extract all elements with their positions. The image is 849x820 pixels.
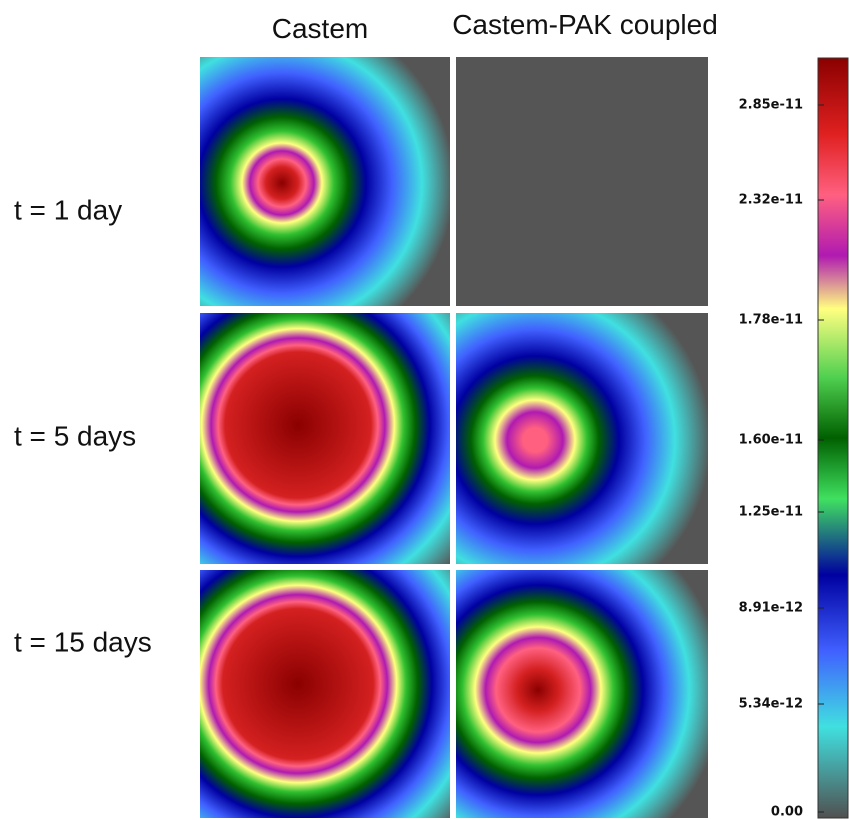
colorbar-tick-label: 8.91e-12 <box>739 601 803 616</box>
contour-panel <box>200 313 450 564</box>
row-label: t = 1 day <box>14 194 122 225</box>
contour-panel <box>200 57 450 306</box>
contour-panel <box>456 570 708 818</box>
row-label: t = 15 days <box>14 626 152 657</box>
column-header: Castem <box>272 13 368 44</box>
colorbar-tick-label: 1.25e-11 <box>739 505 803 520</box>
contour-panel <box>456 57 708 306</box>
colorbar-tick-label: 2.85e-11 <box>739 98 803 113</box>
colorbar-tick-label: 1.78e-11 <box>739 313 803 328</box>
contour-panel <box>456 313 708 564</box>
contour-panels <box>200 57 708 818</box>
colorbar-tick-label: 2.32e-11 <box>739 193 803 208</box>
colorbar-tick-label: 0.00 <box>771 805 803 820</box>
colorbar <box>817 57 849 819</box>
colorbar-ticks: 2.85e-11 2.32e-11 1.78e-11 1.60e-11 1.25e-11… <box>739 98 824 820</box>
colorbar-tick-label: 1.60e-11 <box>739 433 803 448</box>
row-label: t = 5 days <box>14 420 136 451</box>
contour-panel <box>200 570 450 818</box>
colorbar-tick-label: 5.34e-12 <box>739 697 803 712</box>
column-header: Castem-PAK coupled <box>452 9 718 40</box>
